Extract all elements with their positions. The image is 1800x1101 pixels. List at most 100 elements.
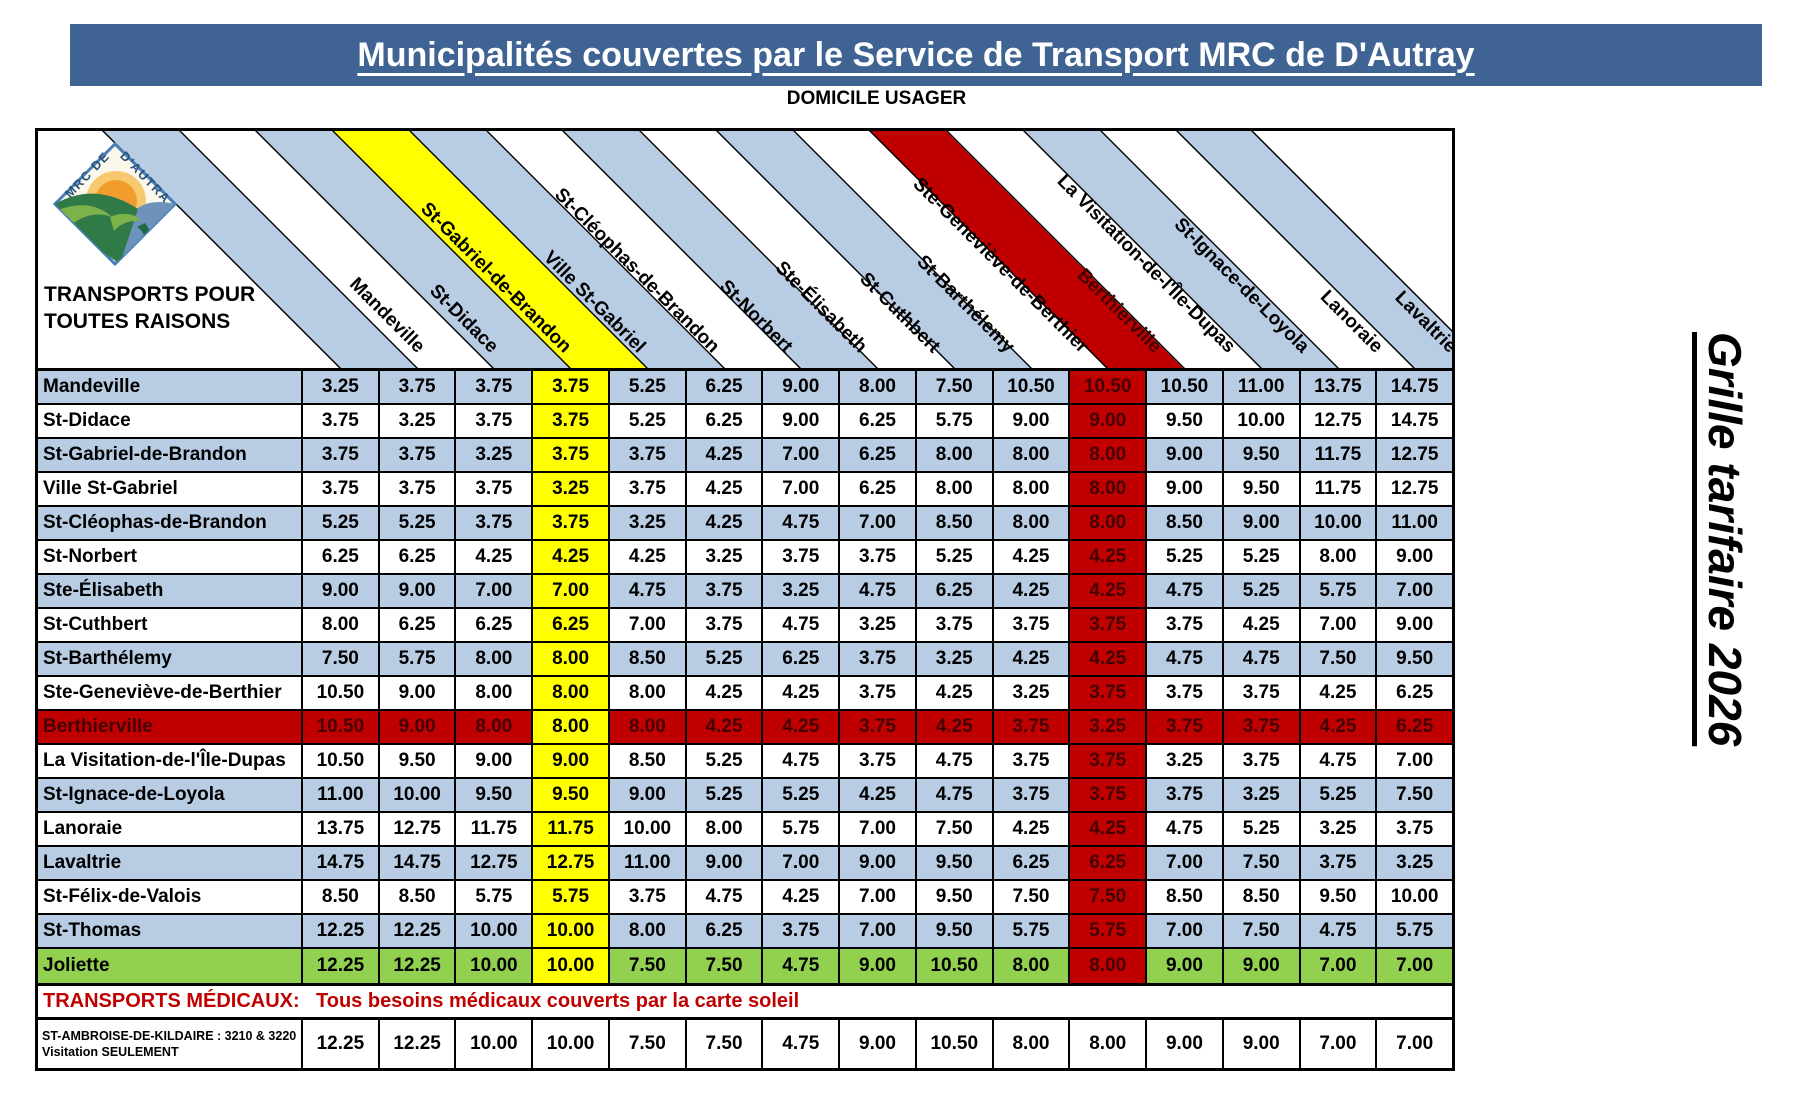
fare-cell: 3.75 bbox=[301, 405, 378, 437]
fare-cell: 4.25 bbox=[914, 677, 992, 709]
fare-cell: 12.25 bbox=[301, 949, 378, 983]
fare-cell: 5.25 bbox=[1298, 779, 1376, 811]
fare-cell: 7.00 bbox=[1375, 745, 1453, 777]
fare-cell: 7.00 bbox=[838, 507, 915, 539]
table-row: St-Félix-de-Valois 8.50 8.50 5.75 5.75 3.75 4.… bbox=[38, 881, 1453, 915]
fare-cell: 12.75 bbox=[454, 847, 532, 879]
fare-cell: 7.00 bbox=[761, 473, 839, 505]
fare-cell: 5.75 bbox=[377, 643, 455, 675]
fare-cell: 8.00 bbox=[991, 439, 1069, 471]
fare-cell: 5.25 bbox=[301, 507, 378, 539]
fare-cell: 3.75 bbox=[914, 609, 992, 641]
fare-cell: 4.25 bbox=[1298, 677, 1376, 709]
fare-cell: 8.50 bbox=[301, 881, 378, 913]
fare-cell: 4.25 bbox=[454, 541, 532, 573]
fare-cell: 9.00 bbox=[684, 847, 762, 879]
table-row: Ste-Geneviève-de-Berthier 10.50 9.00 8.00 8.… bbox=[38, 677, 1453, 711]
st-ambroise-cells: 12.25 12.25 10.00 10.00 7.50 7.50 4.75 9.00 10.5… bbox=[301, 1020, 1453, 1068]
fare-cell: 14.75 bbox=[377, 847, 455, 879]
medical-fare-cell: 9.00 bbox=[1221, 1020, 1299, 1068]
fare-cell: 8.50 bbox=[1145, 881, 1222, 913]
fare-cell: 6.25 bbox=[684, 405, 762, 437]
fare-cell: 3.25 bbox=[838, 609, 915, 641]
fare-cell: 8.00 bbox=[454, 711, 532, 743]
row-label: Mandeville bbox=[38, 371, 301, 403]
table-row: St-Gabriel-de-Brandon 3.75 3.75 3.25 3.75 3.7… bbox=[38, 439, 1453, 473]
fare-cell: 3.75 bbox=[454, 371, 532, 403]
fare-cell: 4.75 bbox=[914, 745, 992, 777]
fare-cell: 9.00 bbox=[991, 405, 1069, 437]
fare-cell: 4.25 bbox=[1068, 575, 1146, 607]
fare-cell: 9.00 bbox=[1145, 473, 1222, 505]
fare-cell: 9.50 bbox=[531, 779, 608, 811]
fare-cell: 3.75 bbox=[1068, 677, 1146, 709]
row-label: St-Norbert bbox=[38, 541, 301, 573]
fare-cell: 9.00 bbox=[531, 745, 608, 777]
fare-cell: 5.25 bbox=[607, 371, 685, 403]
fare-cell: 11.00 bbox=[1375, 507, 1453, 539]
medical-fare-cell: 4.75 bbox=[761, 1020, 839, 1068]
table-row: St-Didace 3.75 3.25 3.75 3.75 5.25 6.25 9.00 6.2… bbox=[38, 405, 1453, 439]
fare-cell: 11.75 bbox=[1298, 473, 1376, 505]
fare-cell: 6.25 bbox=[301, 541, 378, 573]
fare-cell: 4.25 bbox=[761, 881, 839, 913]
fare-cell: 6.25 bbox=[377, 609, 455, 641]
fare-cell: 7.00 bbox=[1298, 609, 1376, 641]
fare-cell: 7.00 bbox=[1298, 949, 1376, 983]
fare-cell: 9.50 bbox=[1221, 473, 1299, 505]
table-row: Lanoraie 13.75 12.75 11.75 11.75 10.00 8.00 5.7… bbox=[38, 813, 1453, 847]
fare-cell: 9.00 bbox=[377, 677, 455, 709]
fare-cell: 3.75 bbox=[377, 371, 455, 403]
fare-table: Mandeville St-Didace St-Gabriel-de-Brandon… bbox=[35, 128, 1455, 1071]
fare-cell: 4.25 bbox=[607, 541, 685, 573]
row-label: St-Barthélemy bbox=[38, 643, 301, 675]
row-label: Berthierville bbox=[38, 711, 301, 743]
fare-cell: 3.75 bbox=[1221, 677, 1299, 709]
fare-cell: 3.25 bbox=[454, 439, 532, 471]
fare-cell: 9.50 bbox=[454, 779, 532, 811]
st-ambroise-row: ST-AMBROISE-DE-KILDAIRE : 3210 & 3220 Vi… bbox=[38, 1020, 1453, 1068]
fare-cell: 6.25 bbox=[761, 643, 839, 675]
fare-cell: 8.00 bbox=[454, 643, 532, 675]
fare-cell: 5.75 bbox=[1375, 915, 1453, 947]
row-label: St-Ignace-de-Loyola bbox=[38, 779, 301, 811]
fare-cell: 5.25 bbox=[1145, 541, 1222, 573]
fare-cell: 11.00 bbox=[1221, 371, 1299, 403]
fare-cell: 3.75 bbox=[991, 711, 1069, 743]
fare-cell: 10.50 bbox=[1068, 371, 1146, 403]
medical-fare-cell: 10.00 bbox=[454, 1020, 532, 1068]
fare-cell: 11.75 bbox=[454, 813, 532, 845]
fare-cell: 3.75 bbox=[454, 473, 532, 505]
fare-cell: 8.00 bbox=[914, 473, 992, 505]
fare-cell: 10.50 bbox=[301, 677, 378, 709]
fare-cell: 6.25 bbox=[377, 541, 455, 573]
row-label: St-Gabriel-de-Brandon bbox=[38, 439, 301, 471]
table-row: Mandeville 3.25 3.75 3.75 3.75 5.25 6.25 9.00 8.… bbox=[38, 371, 1453, 405]
fare-cell: 6.25 bbox=[838, 439, 915, 471]
fare-cell: 7.00 bbox=[761, 847, 839, 879]
fare-cell: 4.75 bbox=[761, 949, 839, 983]
medical-fare-cell: 10.00 bbox=[531, 1020, 608, 1068]
st-ambroise-label-line2: Visitation SEULEMENT bbox=[42, 1045, 179, 1059]
medical-fare-cell: 10.50 bbox=[914, 1020, 992, 1068]
fare-cell: 5.75 bbox=[1298, 575, 1376, 607]
medical-fare-cell: 9.00 bbox=[1145, 1020, 1222, 1068]
fare-cell: 5.75 bbox=[991, 915, 1069, 947]
fare-cell: 4.25 bbox=[684, 473, 762, 505]
fare-cell: 10.00 bbox=[454, 915, 532, 947]
row-label: Joliette bbox=[38, 949, 301, 983]
fare-cell: 7.50 bbox=[684, 949, 762, 983]
fare-cell: 9.50 bbox=[1375, 643, 1453, 675]
fare-cell: 9.50 bbox=[377, 745, 455, 777]
fare-cell: 4.75 bbox=[1221, 643, 1299, 675]
table-row: St-Thomas 12.25 12.25 10.00 10.00 8.00 6.25 3.7… bbox=[38, 915, 1453, 949]
fare-cell: 3.25 bbox=[1298, 813, 1376, 845]
fare-cell: 11.00 bbox=[607, 847, 685, 879]
table-row: St-Barthélemy 7.50 5.75 8.00 8.00 8.50 5.25 6.2… bbox=[38, 643, 1453, 677]
fare-cell: 7.50 bbox=[991, 881, 1069, 913]
fare-cell: 3.25 bbox=[1221, 779, 1299, 811]
fare-cell: 5.25 bbox=[607, 405, 685, 437]
medical-fare-cell: 12.25 bbox=[377, 1020, 455, 1068]
fare-cell: 8.00 bbox=[914, 439, 992, 471]
medical-fare-cell: 7.50 bbox=[684, 1020, 762, 1068]
